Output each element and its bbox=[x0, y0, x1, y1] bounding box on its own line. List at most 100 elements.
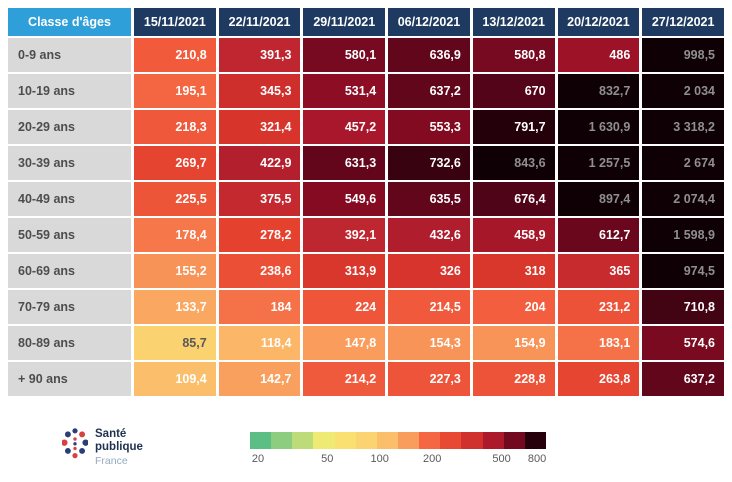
legend-tick-label: 200 bbox=[423, 453, 442, 465]
heatmap-cell: 184 bbox=[218, 290, 301, 324]
heatmap-cell: 375,5 bbox=[218, 182, 301, 216]
column-header-date: 27/12/2021 bbox=[642, 8, 724, 36]
heatmap-cell: 1 257,5 bbox=[557, 146, 640, 180]
heatmap-cell: 2 034 bbox=[642, 74, 724, 108]
heatmap-cell: 791,7 bbox=[472, 110, 555, 144]
heatmap-cell: 974,5 bbox=[642, 254, 724, 288]
heatmap-cell: 732,6 bbox=[388, 146, 470, 180]
color-scale-segment bbox=[250, 432, 272, 449]
color-scale-segment bbox=[334, 432, 356, 449]
heatmap-cell: 2 074,4 bbox=[642, 182, 724, 216]
color-scale-segment bbox=[355, 432, 377, 449]
row-label-age-class: 70-79 ans bbox=[8, 290, 131, 324]
heatmap-cell: 637,2 bbox=[388, 74, 470, 108]
heatmap-cell: 183,1 bbox=[557, 326, 640, 360]
legend-tick-label: 20 bbox=[251, 453, 265, 465]
legend-tick-label: 500 bbox=[492, 453, 511, 465]
column-header-date: 22/11/2021 bbox=[218, 8, 301, 36]
heatmap-cell: 195,1 bbox=[134, 74, 216, 108]
heatmap-cell: 580,1 bbox=[303, 38, 386, 72]
heatmap-cell: 154,3 bbox=[388, 326, 470, 360]
heatmap-cell: 422,9 bbox=[218, 146, 301, 180]
heatmap-cell: 326 bbox=[388, 254, 470, 288]
heatmap-cell: 318 bbox=[472, 254, 555, 288]
heatmap-cell: 269,7 bbox=[134, 146, 216, 180]
heatmap-cell: 3 318,2 bbox=[642, 110, 724, 144]
logo-name-line1: Santé bbox=[95, 427, 127, 440]
heatmap-cell: 531,4 bbox=[303, 74, 386, 108]
heatmap-cell: 118,4 bbox=[218, 326, 301, 360]
column-header-date: 13/12/2021 bbox=[472, 8, 555, 36]
column-header-date: 20/12/2021 bbox=[557, 8, 640, 36]
heatmap-cell: 214,5 bbox=[388, 290, 470, 324]
heatmap-cell: 549,6 bbox=[303, 182, 386, 216]
heatmap-cell: 486 bbox=[557, 38, 640, 72]
heatmap-cell: 154,9 bbox=[472, 326, 555, 360]
color-scale-segment bbox=[376, 432, 398, 449]
color-scale-ticks: 20 50 100 200 500 800 bbox=[250, 453, 546, 467]
heatmap-cell: 636,9 bbox=[388, 38, 470, 72]
row-label-age-class: 60-69 ans bbox=[8, 254, 131, 288]
row-label-age-class: 50-59 ans bbox=[8, 218, 131, 252]
row-label-age-class: 20-29 ans bbox=[8, 110, 131, 144]
heatmap-cell: 224 bbox=[303, 290, 386, 324]
row-label-age-class: 30-39 ans bbox=[8, 146, 131, 180]
heatmap-cell: 225,5 bbox=[134, 182, 216, 216]
legend-tick-label: 800 bbox=[527, 453, 547, 465]
heatmap-cell: 214,2 bbox=[303, 362, 386, 396]
logo-name-line2: publique bbox=[95, 440, 143, 453]
row-label-age-class: 40-49 ans bbox=[8, 182, 131, 216]
heatmap-cell: 227,3 bbox=[388, 362, 470, 396]
color-scale-segment bbox=[461, 432, 483, 449]
heatmap-cell: 457,2 bbox=[303, 110, 386, 144]
color-scale-segment bbox=[292, 432, 314, 449]
heatmap-cell: 1 598,9 bbox=[642, 218, 724, 252]
heatmap-cell: 612,7 bbox=[557, 218, 640, 252]
heatmap-cell: 832,7 bbox=[557, 74, 640, 108]
heatmap-cell: 231,2 bbox=[557, 290, 640, 324]
corner-header: Classe d'âges bbox=[8, 8, 131, 36]
heatmap-cell: 676,4 bbox=[472, 182, 555, 216]
heatmap-cell: 321,4 bbox=[218, 110, 301, 144]
row-label-age-class: 10-19 ans bbox=[8, 74, 131, 108]
heatmap-cell: 998,5 bbox=[642, 38, 724, 72]
heatmap-cell: 313,9 bbox=[303, 254, 386, 288]
heatmap-cell: 670 bbox=[472, 74, 555, 108]
heatmap-cell: 631,3 bbox=[303, 146, 386, 180]
color-scale-bar bbox=[250, 432, 546, 449]
heatmap-cell: 2 674 bbox=[642, 146, 724, 180]
heatmap-cell: 147,8 bbox=[303, 326, 386, 360]
color-scale-segment bbox=[397, 432, 420, 449]
heatmap-cell: 204 bbox=[472, 290, 555, 324]
color-scale-segment bbox=[313, 432, 335, 449]
heatmap-cell: 228,8 bbox=[472, 362, 555, 396]
row-label-age-class: 0-9 ans bbox=[8, 38, 131, 72]
sante-publique-france-logo: Santé publique France bbox=[61, 426, 143, 469]
heatmap-cell: 635,5 bbox=[388, 182, 470, 216]
color-scale-segment bbox=[440, 432, 462, 449]
heatmap-cell: 391,3 bbox=[218, 38, 301, 72]
heatmap-cell: 637,2 bbox=[642, 362, 724, 396]
heatmap-cell: 843,6 bbox=[472, 146, 555, 180]
heatmap-cell: 432,6 bbox=[388, 218, 470, 252]
heatmap-cell: 580,8 bbox=[472, 38, 555, 72]
column-header-date: 06/12/2021 bbox=[388, 8, 470, 36]
heatmap-cell: 218,3 bbox=[134, 110, 216, 144]
color-scale-segment bbox=[524, 432, 546, 449]
row-label-age-class: + 90 ans bbox=[8, 362, 131, 396]
heatmap-cell: 365 bbox=[557, 254, 640, 288]
logo-text: Santé publique France bbox=[95, 428, 143, 468]
column-header-date: 29/11/2021 bbox=[303, 8, 386, 36]
heatmap-cell: 897,4 bbox=[557, 182, 640, 216]
heatmap-table: Classe d'âges 15/11/2021 22/11/2021 29/11/… bbox=[8, 8, 724, 396]
heatmap-cell: 392,1 bbox=[303, 218, 386, 252]
logo-dots-icon bbox=[61, 426, 89, 469]
heatmap-cell: 553,3 bbox=[388, 110, 470, 144]
heatmap-cell: 238,6 bbox=[218, 254, 301, 288]
heatmap-cell: 85,7 bbox=[134, 326, 216, 360]
color-scale-segment bbox=[271, 432, 293, 449]
logo-name-line3: France bbox=[95, 455, 128, 468]
color-scale-segment bbox=[503, 432, 525, 449]
row-label-age-class: 80-89 ans bbox=[8, 326, 131, 360]
heatmap-cell: 133,7 bbox=[134, 290, 216, 324]
